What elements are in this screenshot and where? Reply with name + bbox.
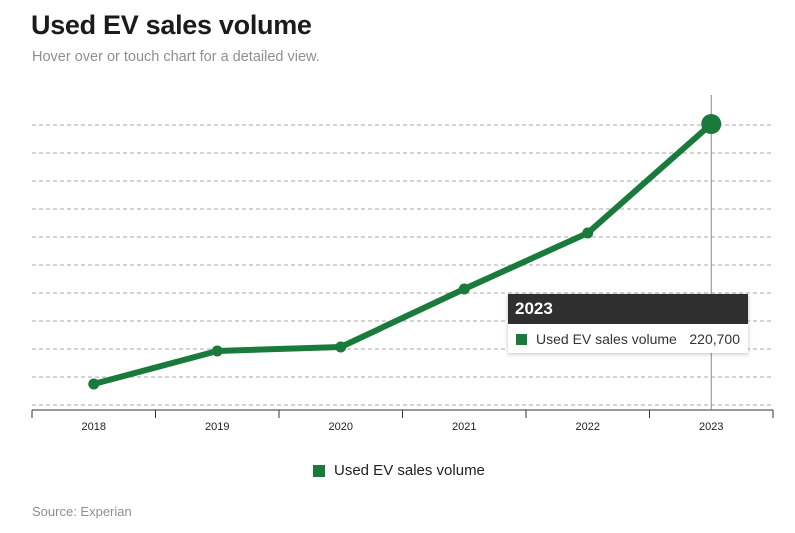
tooltip-swatch [516,333,527,345]
tooltip-series-label: Used EV sales volume [536,331,677,347]
legend-swatch [313,464,325,477]
x-tick-label: 2021 [452,421,476,433]
x-tick-label: 2022 [576,421,600,433]
chart-title: Used EV sales volume [31,10,312,40]
legend-label: Used EV sales volume [334,462,485,479]
data-point [335,341,347,353]
chart-tooltip: 2023 Used EV sales volume 220,700 [508,294,748,353]
x-tick-label: 2020 [329,421,353,433]
data-point [458,283,470,295]
x-tick-label: 2018 [82,421,106,433]
series-line [90,121,715,387]
tooltip-row: Used EV sales volume 220,700 [508,324,748,353]
tooltip-year: 2023 [508,294,748,324]
data-point [211,345,223,357]
source-note: Source: Experian [32,504,132,519]
x-tick-label: 2019 [205,421,229,433]
data-point [701,114,722,134]
data-point [582,227,594,239]
tooltip-value: 220,700 [689,331,740,347]
data-point [88,378,100,390]
x-tick-label: 2023 [699,421,723,433]
chart-legend[interactable]: Used EV sales volume [313,462,485,479]
chart-subtitle: Hover over or touch chart for a detailed… [32,49,320,65]
